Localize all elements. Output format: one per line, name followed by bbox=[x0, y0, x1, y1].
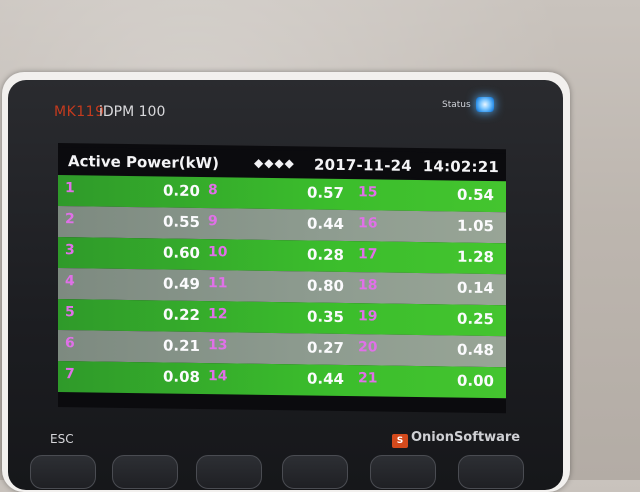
power-value: 0.27 bbox=[306, 338, 344, 357]
channel-number: 18 bbox=[358, 277, 378, 294]
lcd-screen: Active Power(kW) ◆◆◆◆ 2017-11-24 14:02:2… bbox=[58, 143, 506, 414]
device-model-label: MK119 bbox=[54, 104, 105, 120]
channel-number: 9 bbox=[208, 213, 218, 230]
channel-number: 4 bbox=[65, 273, 75, 290]
power-value: 0.35 bbox=[306, 307, 344, 326]
esc-button[interactable] bbox=[30, 455, 96, 489]
channel-number: 2 bbox=[65, 211, 75, 228]
power-value: 0.48 bbox=[456, 340, 494, 360]
channel-number: 3 bbox=[65, 242, 75, 259]
power-value: 0.00 bbox=[456, 371, 494, 391]
channel-number: 14 bbox=[208, 368, 228, 385]
vendor-name: OnionSoftware bbox=[411, 430, 521, 445]
function-keys bbox=[0, 455, 640, 489]
power-value: 0.57 bbox=[306, 183, 344, 202]
power-value: 0.21 bbox=[162, 336, 200, 355]
vendor-logo-icon: S bbox=[392, 434, 408, 448]
power-value: 0.14 bbox=[456, 278, 494, 298]
channel-number: 20 bbox=[358, 339, 378, 356]
power-value: 0.22 bbox=[162, 305, 200, 324]
status-led-icon bbox=[476, 97, 494, 112]
power-value: 0.80 bbox=[306, 276, 344, 295]
channel-number: 7 bbox=[65, 366, 75, 383]
power-value: 0.44 bbox=[306, 214, 344, 233]
power-value: 0.08 bbox=[162, 367, 200, 386]
channel-number: 12 bbox=[208, 306, 228, 323]
channel-number: 16 bbox=[358, 215, 378, 232]
function-key-3[interactable] bbox=[196, 455, 262, 489]
channel-number: 5 bbox=[65, 304, 75, 321]
power-value: 0.25 bbox=[456, 309, 494, 329]
esc-key-label: ESC bbox=[50, 432, 74, 446]
function-key-6[interactable] bbox=[458, 455, 524, 489]
channel-number: 6 bbox=[65, 335, 75, 352]
screen-header: Active Power(kW) ◆◆◆◆ 2017-11-24 14:02:2… bbox=[58, 147, 506, 180]
channel-number: 13 bbox=[208, 337, 228, 354]
power-value: 0.55 bbox=[162, 212, 200, 231]
function-key-4[interactable] bbox=[282, 455, 348, 489]
channel-number: 19 bbox=[358, 308, 378, 325]
function-key-2[interactable] bbox=[112, 455, 178, 489]
power-value: 0.60 bbox=[162, 243, 200, 262]
table-row: 7 0.08 14 0.44 21 0.00 bbox=[58, 361, 506, 399]
channel-number: 10 bbox=[208, 244, 228, 261]
channel-number: 8 bbox=[208, 182, 218, 199]
channel-number: 11 bbox=[208, 275, 228, 292]
power-value: 0.49 bbox=[162, 274, 200, 293]
status-label: Status bbox=[442, 100, 471, 110]
power-value: 0.44 bbox=[306, 369, 344, 388]
power-value: 0.54 bbox=[456, 185, 494, 205]
page-indicator-icons: ◆◆◆◆ bbox=[254, 155, 295, 171]
power-value: 1.28 bbox=[456, 247, 494, 267]
channel-number: 21 bbox=[358, 370, 378, 387]
power-value: 0.28 bbox=[306, 245, 344, 264]
screen-title: Active Power(kW) bbox=[68, 152, 219, 173]
channel-number: 17 bbox=[358, 246, 378, 263]
power-value: 1.05 bbox=[456, 216, 494, 236]
screen-datetime: 2017-11-24 14:02:21 bbox=[314, 155, 500, 177]
power-table: 1 0.20 8 0.57 15 0.54 2 0.55 9 0.44 16 1… bbox=[58, 175, 506, 399]
device-product-label: iDPM 100 bbox=[99, 104, 166, 120]
channel-number: 1 bbox=[65, 180, 75, 197]
channel-number: 15 bbox=[358, 184, 378, 201]
vendor-logo: S OnionSoftware bbox=[392, 430, 520, 448]
power-value: 0.20 bbox=[162, 181, 200, 200]
function-key-5[interactable] bbox=[370, 455, 436, 489]
